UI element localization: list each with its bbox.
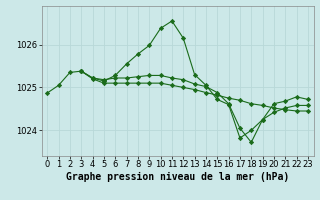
X-axis label: Graphe pression niveau de la mer (hPa): Graphe pression niveau de la mer (hPa) — [66, 172, 289, 182]
